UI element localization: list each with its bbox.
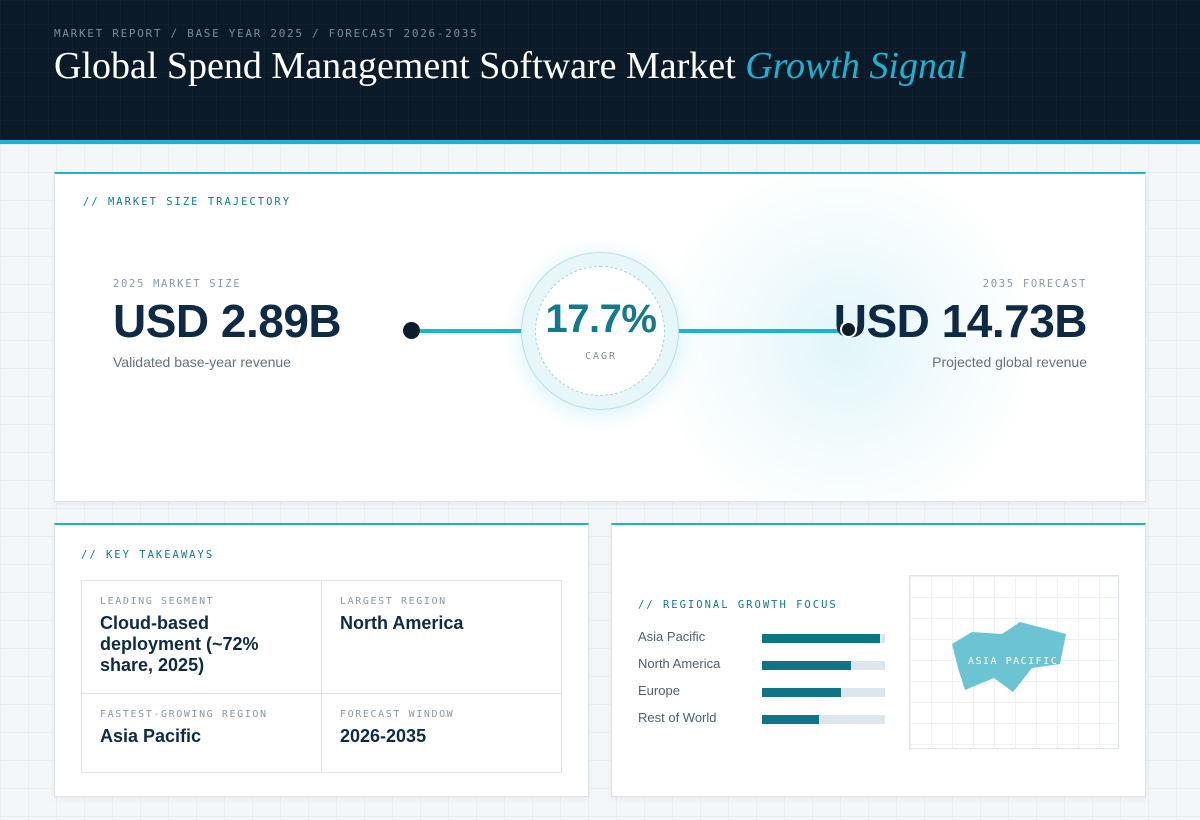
takeaway-largest-region: LARGEST REGION North America bbox=[322, 581, 561, 694]
takeaway-value: Asia Pacific bbox=[100, 726, 202, 746]
cagr-inner-ring: 17.7% CAGR bbox=[535, 266, 665, 396]
page-title: Global Spend Management Software Market … bbox=[54, 44, 967, 88]
bar-label: Rest of World bbox=[638, 710, 717, 725]
bar-label: Asia Pacific bbox=[638, 629, 706, 644]
title-accent: Growth Signal bbox=[745, 45, 967, 87]
region-map: ASIA PACIFIC bbox=[909, 575, 1119, 749]
takeaway-label: LEADING SEGMENT bbox=[100, 596, 215, 607]
bar-label: North America bbox=[638, 656, 721, 671]
bar-row-north-america: North America bbox=[638, 656, 888, 683]
forecast-caption: Projected global revenue bbox=[932, 354, 1087, 370]
takeaway-label: LARGEST REGION bbox=[340, 596, 447, 607]
takeaway-fastest-growing-region: FASTEST-GROWING REGION Asia Pacific bbox=[82, 694, 322, 772]
bar-fill bbox=[762, 688, 841, 697]
takeaway-leading-segment: LEADING SEGMENT Cloud-based deployment (… bbox=[82, 581, 322, 694]
takeaways-section-label: // KEY TAKEAWAYS bbox=[81, 549, 215, 561]
takeaway-label: FORECAST WINDOW bbox=[340, 709, 455, 720]
bar-fill bbox=[762, 715, 819, 724]
bar-row-asia-pacific: Asia Pacific bbox=[638, 629, 888, 656]
report-eyebrow: MARKET REPORT / BASE YEAR 2025 / FORECAS… bbox=[54, 27, 479, 40]
trajectory-section-label: // MARKET SIZE TRAJECTORY bbox=[83, 196, 292, 208]
map-region-label: ASIA PACIFIC bbox=[968, 656, 1059, 667]
base-year-label: 2025 MARKET SIZE bbox=[113, 278, 242, 290]
title-main: Global Spend Management Software Market bbox=[54, 45, 736, 87]
regional-section-label: // REGIONAL GROWTH FOCUS bbox=[638, 599, 838, 611]
bar-track bbox=[762, 715, 885, 724]
header-accent-bar bbox=[0, 140, 1200, 144]
bar-track bbox=[762, 634, 885, 643]
key-takeaways-card: // KEY TAKEAWAYS LEADING SEGMENT Cloud-b… bbox=[54, 523, 589, 797]
takeaways-grid: LEADING SEGMENT Cloud-based deployment (… bbox=[81, 580, 562, 773]
regional-growth-card: // REGIONAL GROWTH FOCUS Asia Pacific No… bbox=[611, 523, 1146, 797]
bar-track bbox=[762, 661, 885, 670]
takeaway-value: North America bbox=[340, 613, 464, 633]
trajectory-line-left bbox=[420, 329, 525, 333]
report-header: MARKET REPORT / BASE YEAR 2025 / FORECAS… bbox=[0, 0, 1200, 140]
takeaway-label: FASTEST-GROWING REGION bbox=[100, 709, 268, 720]
forecast-label: 2035 FORECAST bbox=[982, 278, 1087, 290]
takeaway-value: 2026-2035 bbox=[340, 726, 427, 746]
takeaway-forecast-window: FORECAST WINDOW 2026-2035 bbox=[322, 694, 561, 772]
base-year-value: USD 2.89B bbox=[113, 295, 342, 347]
bar-label: Europe bbox=[638, 683, 680, 698]
bar-row-europe: Europe bbox=[638, 683, 888, 710]
bar-fill bbox=[762, 634, 881, 643]
bar-row-rest-of-world: Rest of World bbox=[638, 710, 888, 737]
asia-pacific-shape bbox=[952, 622, 1066, 692]
trajectory-line-right bbox=[675, 329, 850, 333]
market-size-trajectory-card: // MARKET SIZE TRAJECTORY 2025 MARKET SI… bbox=[54, 172, 1146, 502]
takeaway-value: Cloud-based deployment (~72% share, 2025… bbox=[100, 613, 259, 675]
cagr-value: 17.7% bbox=[545, 297, 657, 341]
base-year-caption: Validated base-year revenue bbox=[113, 354, 291, 370]
start-point-dot bbox=[403, 322, 420, 339]
cagr-label: CAGR bbox=[584, 351, 618, 362]
cagr-badge: 17.7% CAGR bbox=[521, 252, 679, 410]
bar-track bbox=[762, 688, 885, 697]
regional-bar-list: Asia Pacific North America Europe Rest o… bbox=[638, 629, 888, 737]
end-point-dot bbox=[840, 321, 857, 338]
bar-fill bbox=[762, 661, 851, 670]
forecast-value: USD 14.73B bbox=[833, 295, 1088, 347]
